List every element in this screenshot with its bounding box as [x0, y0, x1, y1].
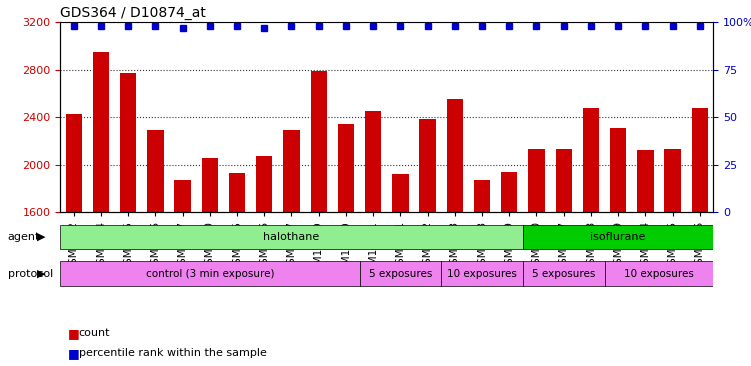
Bar	[147, 130, 164, 366]
Text: ▶: ▶	[37, 232, 46, 242]
FancyBboxPatch shape	[441, 261, 523, 286]
Text: ■: ■	[68, 347, 80, 360]
Text: GDS364 / D10874_at: GDS364 / D10874_at	[60, 5, 206, 19]
Bar	[174, 180, 191, 366]
Text: count: count	[79, 328, 110, 338]
Bar	[392, 174, 409, 366]
Bar	[474, 180, 490, 366]
FancyBboxPatch shape	[523, 225, 713, 249]
Bar	[610, 128, 626, 366]
Text: 5 exposures: 5 exposures	[369, 269, 432, 279]
FancyBboxPatch shape	[60, 225, 523, 249]
Text: 10 exposures: 10 exposures	[447, 269, 517, 279]
Text: isoflurane: isoflurane	[590, 232, 646, 242]
Bar	[529, 149, 544, 366]
Bar	[256, 156, 273, 366]
Text: protocol: protocol	[8, 269, 53, 279]
Text: ▶: ▶	[37, 269, 46, 279]
FancyBboxPatch shape	[60, 261, 360, 286]
Text: ■: ■	[68, 326, 80, 340]
Bar	[501, 172, 517, 366]
Text: 5 exposures: 5 exposures	[532, 269, 596, 279]
Bar	[201, 157, 218, 366]
Bar	[419, 119, 436, 366]
Bar	[583, 108, 599, 366]
Bar	[365, 111, 382, 366]
Bar	[665, 149, 680, 366]
FancyBboxPatch shape	[523, 261, 605, 286]
FancyBboxPatch shape	[605, 261, 713, 286]
Bar	[229, 173, 245, 366]
Text: agent: agent	[8, 232, 40, 242]
FancyBboxPatch shape	[360, 261, 441, 286]
Text: halothane: halothane	[264, 232, 320, 242]
Bar	[120, 73, 136, 366]
Text: 10 exposures: 10 exposures	[624, 269, 694, 279]
Bar	[283, 130, 300, 366]
Bar	[311, 71, 327, 366]
Bar	[93, 52, 109, 366]
Text: control (3 min exposure): control (3 min exposure)	[146, 269, 274, 279]
Bar	[447, 99, 463, 366]
Bar	[692, 108, 708, 366]
Bar	[637, 150, 653, 366]
Bar	[338, 124, 354, 366]
Bar	[556, 149, 572, 366]
Text: percentile rank within the sample: percentile rank within the sample	[79, 348, 267, 358]
Bar	[65, 113, 82, 366]
